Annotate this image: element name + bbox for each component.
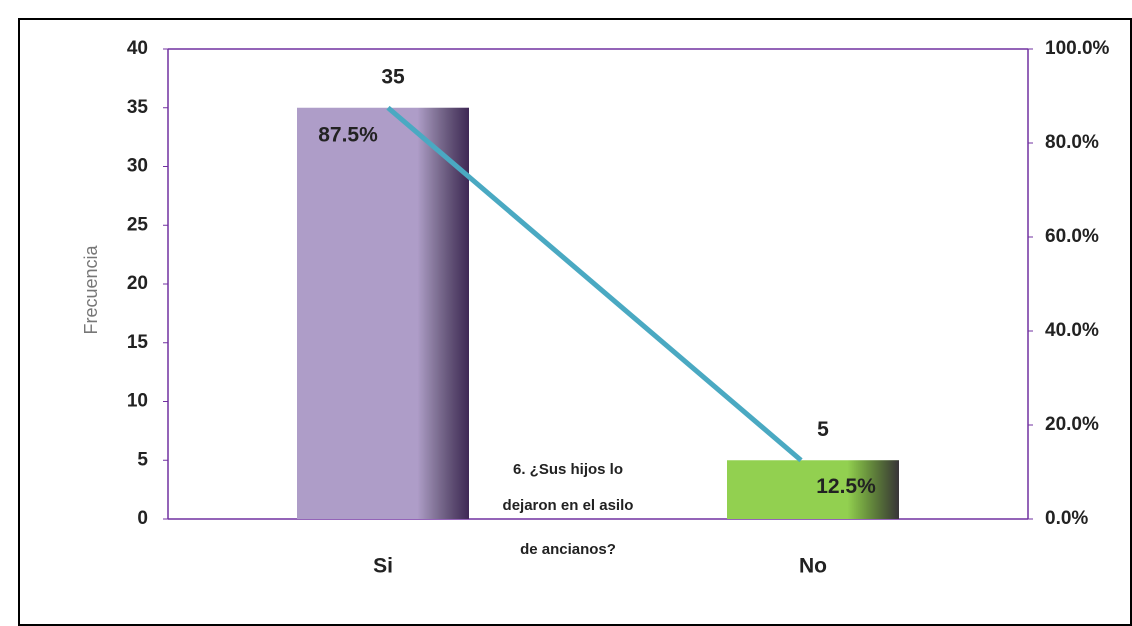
y-tick-label: 10 <box>127 391 148 412</box>
y-tick-label: 30 <box>127 156 148 177</box>
line-value-label: 87.5% <box>318 123 378 146</box>
x-tick-label: No <box>799 555 827 578</box>
bar-value-label: 5 <box>817 418 829 441</box>
y2-tick-label: 60.0% <box>1045 226 1099 247</box>
line-value-label: 12.5% <box>816 475 876 498</box>
y-axis-label: Frecuencia <box>81 244 101 334</box>
y-tick-label: 5 <box>137 449 148 470</box>
y-tick-label: 0 <box>137 508 148 529</box>
bar-value-label: 35 <box>381 65 405 88</box>
y-tick-label: 25 <box>127 214 149 235</box>
line <box>386 105 803 463</box>
y2-tick-label: 0.0% <box>1045 508 1088 529</box>
bar-shade <box>727 460 899 519</box>
y2-tick-label: 80.0% <box>1045 132 1099 153</box>
annotation: de ancianos? <box>520 541 616 558</box>
frame <box>18 18 1132 626</box>
y2-tick-label: 40.0% <box>1045 320 1099 341</box>
bar-shade <box>297 107 469 519</box>
annotation: dejaron en el asilo <box>503 497 634 514</box>
y-tick-label: 15 <box>127 332 149 353</box>
y-tick-label: 35 <box>127 97 149 118</box>
y-tick-label: 20 <box>127 273 148 294</box>
annotation: 6. ¿Sus hijos lo <box>513 461 623 478</box>
x-tick-label: Si <box>373 555 393 578</box>
y2-tick-label: 20.0% <box>1045 414 1099 435</box>
y-tick-label: 40 <box>127 38 148 59</box>
y2-tick-label: 100.0% <box>1045 38 1110 59</box>
